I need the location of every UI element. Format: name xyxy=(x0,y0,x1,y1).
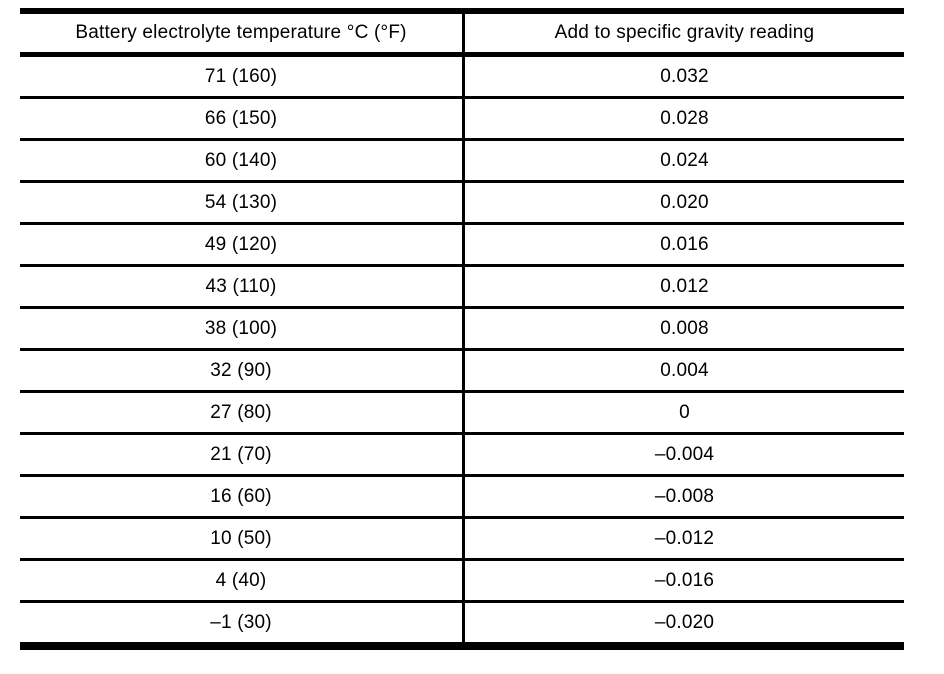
gravity-correction-cell: –0.008 xyxy=(463,474,904,518)
temperature-cell: 71 (160) xyxy=(20,53,465,98)
table-body: 71 (160) 0.032 66 (150) 0.028 60 (140) 0.024 5… xyxy=(20,53,904,646)
temperature-cell: 27 (80) xyxy=(20,390,465,434)
gravity-correction-cell: 0 xyxy=(463,390,904,434)
table-row: 4 (40) –0.016 xyxy=(20,558,904,602)
temperature-cell: 10 (50) xyxy=(20,516,465,560)
table-row: 27 (80) 0 xyxy=(20,390,904,434)
gravity-correction-cell: –0.012 xyxy=(463,516,904,560)
gravity-correction-cell: –0.016 xyxy=(463,558,904,602)
temperature-cell: 66 (150) xyxy=(20,96,465,140)
temperature-column-header: Battery electrolyte temperature °C (°F) xyxy=(20,11,465,57)
table-row: 49 (120) 0.016 xyxy=(20,222,904,266)
gravity-correction-cell: 0.028 xyxy=(463,96,904,140)
table-row: 32 (90) 0.004 xyxy=(20,348,904,392)
gravity-correction-cell: –0.004 xyxy=(463,432,904,476)
temperature-cell: 54 (130) xyxy=(20,180,465,224)
temperature-cell: 60 (140) xyxy=(20,138,465,182)
temperature-cell: 21 (70) xyxy=(20,432,465,476)
gravity-correction-cell: 0.008 xyxy=(463,306,904,350)
table-row: 10 (50) –0.012 xyxy=(20,516,904,560)
temperature-cell: 16 (60) xyxy=(20,474,465,518)
temperature-cell: –1 (30) xyxy=(20,600,465,646)
table-header: Battery electrolyte temperature °C (°F) … xyxy=(20,11,904,57)
battery-gravity-correction-table: Battery electrolyte temperature °C (°F) … xyxy=(20,8,904,650)
header-row: Battery electrolyte temperature °C (°F) … xyxy=(20,11,904,57)
table-row: 21 (70) –0.004 xyxy=(20,432,904,476)
table-row: 16 (60) –0.008 xyxy=(20,474,904,518)
temperature-cell: 38 (100) xyxy=(20,306,465,350)
temperature-cell: 43 (110) xyxy=(20,264,465,308)
table-row: –1 (30) –0.020 xyxy=(20,600,904,646)
table-row: 66 (150) 0.028 xyxy=(20,96,904,140)
gravity-correction-column-header: Add to specific gravity reading xyxy=(463,11,904,57)
table-row: 38 (100) 0.008 xyxy=(20,306,904,350)
table-row: 54 (130) 0.020 xyxy=(20,180,904,224)
gravity-correction-cell: –0.020 xyxy=(463,600,904,646)
temperature-cell: 4 (40) xyxy=(20,558,465,602)
temperature-cell: 32 (90) xyxy=(20,348,465,392)
table-row: 71 (160) 0.032 xyxy=(20,53,904,98)
gravity-correction-cell: 0.016 xyxy=(463,222,904,266)
gravity-correction-cell: 0.012 xyxy=(463,264,904,308)
temperature-cell: 49 (120) xyxy=(20,222,465,266)
gravity-correction-cell: 0.004 xyxy=(463,348,904,392)
gravity-correction-cell: 0.032 xyxy=(463,53,904,98)
gravity-correction-cell: 0.024 xyxy=(463,138,904,182)
table-row: 43 (110) 0.012 xyxy=(20,264,904,308)
table-row: 60 (140) 0.024 xyxy=(20,138,904,182)
gravity-correction-cell: 0.020 xyxy=(463,180,904,224)
